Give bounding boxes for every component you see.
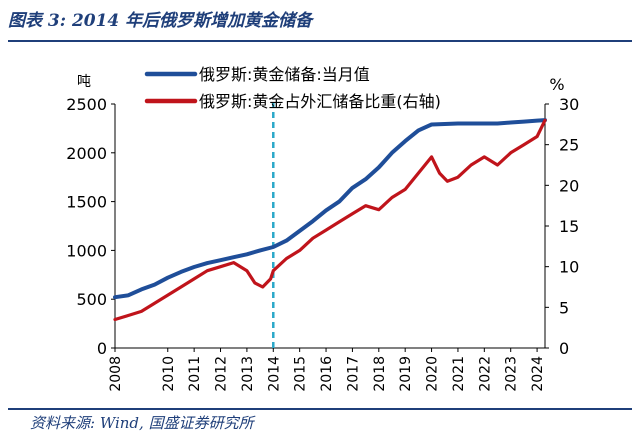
x-tick-label: 2020 [425, 356, 441, 392]
right-tick-label: 30 [559, 95, 579, 114]
left-tick-label: 0 [97, 339, 107, 358]
right-tick-label: 10 [559, 258, 579, 277]
x-tick-label: 2008 [108, 356, 124, 392]
axes: 0 500 1000 1500 2000 2500 吨 0 5 10 15 20 25 30% 2008 20… [66, 74, 579, 392]
left-tick-label: 1000 [66, 241, 107, 260]
right-tick-label: 20 [559, 176, 579, 195]
x-tick-label: 2022 [477, 356, 493, 392]
legend-label-gold-reserve: 俄罗斯:黄金储备:当月值 [199, 65, 370, 84]
title-rule [8, 40, 632, 42]
right-axis-unit: % [549, 75, 564, 94]
x-tick-label: 2012 [214, 356, 230, 392]
left-tick-label: 2500 [66, 95, 107, 114]
x-tick-label: 2015 [293, 356, 309, 392]
x-tick-label: 2023 [504, 356, 520, 392]
left-tick-label: 2000 [66, 144, 107, 163]
x-tick-label: 2011 [187, 356, 203, 392]
chart-title: 图表 3: 2014 年后俄罗斯增加黄金储备 [8, 11, 313, 31]
series-group [113, 118, 547, 322]
right-tick-label: 5 [559, 298, 569, 317]
series-line-gold-share [113, 118, 547, 322]
x-tick-label: 2013 [240, 356, 256, 392]
right-tick-label: 0 [559, 339, 569, 358]
right-tick-label: 25 [559, 136, 579, 155]
x-tick-label: 2018 [372, 356, 388, 392]
x-tick-label: 2024 [530, 356, 546, 392]
x-tick-label: 2017 [345, 356, 361, 392]
series-line-gold-reserve [113, 118, 547, 300]
x-tick-label: 2019 [398, 356, 414, 392]
left-tick-label: 1500 [66, 193, 107, 212]
left-tick-label: 500 [76, 290, 107, 309]
legend-label-gold-share: 俄罗斯:黄金占外汇储备比重(右轴) [199, 92, 441, 111]
x-tick-label: 2010 [161, 356, 177, 392]
x-tick-label: 2016 [319, 356, 335, 392]
left-axis-unit: 吨 [77, 74, 91, 90]
right-tick-label: 15 [559, 217, 579, 236]
source-note: 资料来源: Wind, 国盛证券研究所 [30, 414, 254, 432]
bottom-rule [8, 408, 632, 410]
x-tick-label: 2021 [451, 356, 467, 392]
x-tick-label: 2014 [266, 356, 282, 392]
